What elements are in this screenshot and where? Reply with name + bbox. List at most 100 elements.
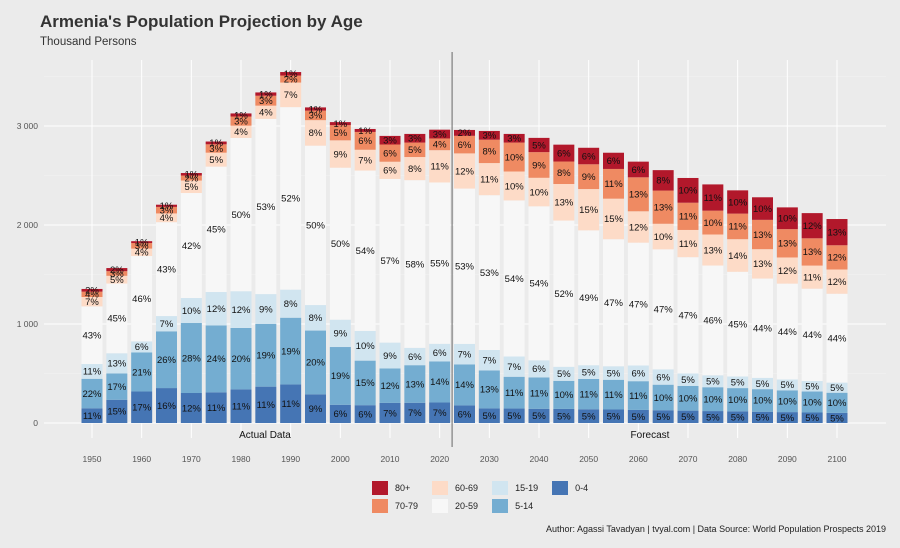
- bar-segment-20-59: [329, 167, 351, 320]
- data-label: 13%: [753, 259, 773, 270]
- x-tick-label: 1970: [182, 454, 201, 464]
- bar-segment-0-4: [801, 412, 823, 423]
- bar-segment-5-14: [156, 331, 177, 389]
- bar-segment-80+: [702, 184, 724, 211]
- data-label: 5%: [582, 367, 596, 378]
- bar-segment-15-19: [702, 375, 724, 388]
- bar-segment-70-79: [503, 142, 525, 172]
- data-label: 49%: [579, 293, 599, 304]
- bar-segment-70-79: [727, 213, 749, 240]
- bar-segment-0-4: [230, 389, 252, 423]
- bar-segment-0-4: [329, 404, 351, 423]
- data-label: 11%: [803, 272, 822, 283]
- bar-segment-0-4: [429, 402, 451, 423]
- x-tick-label: 2060: [629, 454, 648, 464]
- bar-segment-70-79: [305, 110, 326, 121]
- bar-segment-70-79: [205, 144, 227, 153]
- bar-segment-0-4: [752, 411, 773, 423]
- data-label: 10%: [356, 341, 376, 352]
- x-tick-label: 1990: [281, 454, 300, 464]
- data-label: 5%: [209, 155, 223, 166]
- data-label: 47%: [654, 305, 674, 316]
- data-label: 8%: [309, 128, 323, 139]
- bar-segment-5-14: [776, 390, 798, 413]
- data-label: 28%: [182, 353, 202, 364]
- data-label: 3%: [135, 241, 149, 252]
- data-label: 11%: [480, 174, 499, 185]
- data-label: 4%: [433, 140, 447, 151]
- bar-segment-5-14: [131, 352, 153, 392]
- data-label: 54%: [529, 279, 549, 290]
- bar-segment-20-59: [627, 242, 649, 366]
- bar-segment-80+: [578, 147, 600, 165]
- data-label: 47%: [604, 298, 624, 309]
- bar-segment-0-4: [131, 391, 153, 423]
- x-tick-label: 2010: [381, 454, 400, 464]
- bar-segment-20-59: [478, 195, 500, 350]
- x-tick-label: 2000: [331, 454, 350, 464]
- data-label: 5%: [681, 375, 695, 386]
- bar-segment-0-4: [205, 392, 227, 423]
- bar-segment-60-69: [553, 184, 575, 221]
- bar-segment-0-4: [503, 408, 525, 423]
- y-tick-label: 0: [33, 418, 38, 428]
- data-label: 11%: [257, 400, 276, 411]
- bar-segment-15-19: [478, 349, 500, 371]
- bar-segment-5-14: [752, 389, 773, 412]
- bar-segment-0-4: [280, 384, 302, 423]
- bar-segment-0-4: [255, 386, 277, 423]
- legend-item: 70-79: [372, 499, 418, 513]
- data-label: 1%: [209, 138, 223, 149]
- data-label: 58%: [405, 259, 425, 270]
- x-tick-label: 2080: [728, 454, 747, 464]
- bar-segment-70-79: [255, 95, 277, 106]
- data-label: 1%: [234, 110, 248, 121]
- data-label: 5%: [557, 369, 571, 380]
- data-label: 5%: [731, 412, 745, 423]
- data-label: 19%: [331, 371, 351, 382]
- bar-segment-0-4: [454, 405, 475, 423]
- data-label: 7%: [507, 362, 521, 373]
- bar-segment-15-19: [205, 292, 227, 326]
- data-label: 44%: [778, 327, 798, 338]
- data-label: 6%: [631, 165, 645, 176]
- data-label: 3%: [234, 116, 248, 127]
- bar-segment-5-14: [727, 388, 749, 412]
- data-label: 10%: [554, 390, 574, 401]
- bar-segment-70-79: [354, 131, 376, 150]
- data-label: 54%: [505, 274, 525, 285]
- data-label: 10%: [703, 394, 723, 405]
- data-label: 43%: [157, 264, 177, 275]
- data-label: 11%: [729, 222, 748, 233]
- bar-segment-60-69: [801, 265, 823, 289]
- bar-segment-70-79: [652, 190, 674, 224]
- bar-segment-5-14: [255, 323, 277, 387]
- data-label: 21%: [132, 367, 152, 378]
- data-label: 2%: [184, 173, 198, 184]
- data-label: 1%: [259, 89, 273, 100]
- bar-segment-60-69: [429, 150, 451, 183]
- x-tick-label: 1980: [232, 454, 251, 464]
- data-label: 5%: [532, 411, 546, 422]
- data-label: 9%: [582, 172, 596, 183]
- bar-segment-60-69: [255, 105, 277, 119]
- bar-segment-20-59: [702, 265, 724, 376]
- bar-segment-80+: [652, 170, 674, 191]
- bar-segment-20-59: [503, 200, 525, 357]
- data-label: 10%: [505, 181, 525, 192]
- bar-segment-60-69: [379, 161, 401, 179]
- bar-segment-70-79: [131, 243, 153, 249]
- bar-segment-0-4: [677, 410, 699, 423]
- data-label: 3%: [433, 129, 447, 140]
- data-label: 15%: [604, 214, 624, 225]
- bar-segment-0-4: [776, 412, 798, 423]
- bar-segment-15-19: [131, 341, 153, 353]
- bar-segment-0-4: [727, 411, 749, 423]
- bar-segment-80+: [727, 190, 749, 214]
- legend-swatch: [372, 481, 388, 495]
- bar-segment-60-69: [578, 189, 600, 231]
- data-label: 13%: [827, 227, 847, 238]
- bar-segment-15-19: [578, 365, 600, 379]
- bar-segment-70-79: [180, 175, 202, 181]
- chart-subtitle: Thousand Persons: [40, 36, 137, 48]
